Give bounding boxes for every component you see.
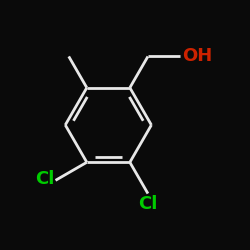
Text: Cl: Cl (138, 195, 158, 213)
Text: OH: OH (182, 48, 212, 66)
Text: Cl: Cl (35, 170, 54, 188)
